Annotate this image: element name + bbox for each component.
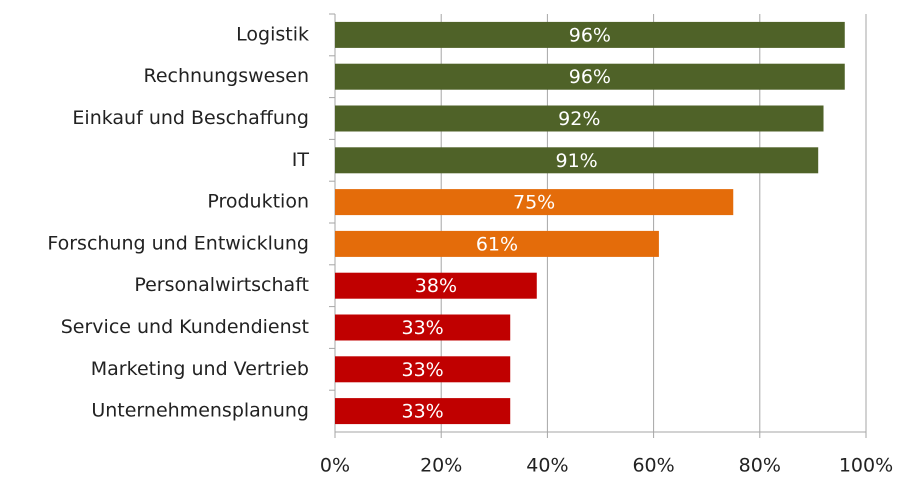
x-tick-label: 40%: [526, 455, 568, 477]
y-tick-label: Personalwirtschaft: [134, 274, 309, 296]
y-tick-label: Rechnungswesen: [144, 65, 309, 87]
bar: [335, 189, 734, 216]
x-tick-label: 100%: [839, 455, 893, 477]
value-label: 96%: [569, 24, 611, 46]
bar: [335, 21, 845, 48]
bar: [335, 314, 511, 341]
bar: [335, 105, 824, 132]
y-tick-label: IT: [292, 149, 310, 171]
bar: [335, 398, 511, 425]
bar: [335, 356, 511, 383]
y-tick-label: Forschung und Entwicklung: [47, 232, 309, 254]
value-label: 33%: [401, 359, 443, 381]
x-tick-label: 80%: [739, 455, 781, 477]
value-label: 96%: [569, 66, 611, 88]
y-tick-label: Unternehmensplanung: [91, 400, 309, 422]
value-label: 38%: [415, 275, 457, 297]
y-tick-label: Einkauf und Beschaffung: [72, 107, 309, 129]
y-tick-label: Logistik: [236, 23, 309, 45]
y-tick-label: Produktion: [207, 191, 309, 213]
y-tick-label: Service und Kundendienst: [61, 316, 309, 338]
bar: [335, 63, 845, 90]
y-tick-label: Marketing und Vertrieb: [91, 358, 309, 380]
x-tick-label: 60%: [632, 455, 674, 477]
value-label: 61%: [476, 233, 518, 255]
value-label: 33%: [401, 401, 443, 423]
x-tick-label: 0%: [320, 455, 350, 477]
value-label: 92%: [558, 108, 600, 130]
value-label: 91%: [555, 150, 597, 172]
value-label: 75%: [513, 192, 555, 214]
value-label: 33%: [401, 317, 443, 339]
x-tick-label: 20%: [420, 455, 462, 477]
bar: [335, 147, 819, 174]
bar: [335, 272, 537, 299]
bar: [335, 230, 659, 257]
